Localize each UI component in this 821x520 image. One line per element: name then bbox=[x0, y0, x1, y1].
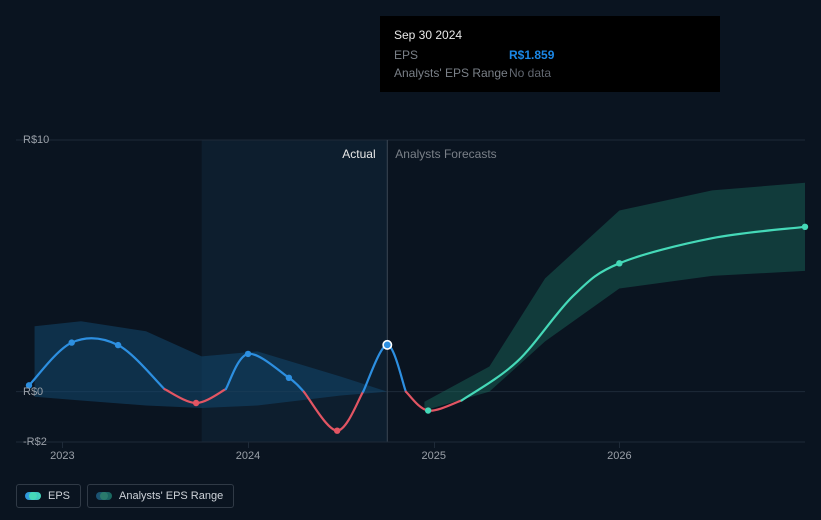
legend-swatch bbox=[96, 492, 112, 500]
y-axis-label: -R$2 bbox=[23, 436, 47, 448]
legend-swatch bbox=[25, 492, 41, 500]
section-label-forecast: Analysts Forecasts bbox=[395, 147, 496, 161]
tooltip-row-value: No data bbox=[509, 64, 551, 82]
chart-tooltip: Sep 30 2024 EPS R$1.859 Analysts' EPS Ra… bbox=[380, 16, 720, 92]
tooltip-row: Analysts' EPS Range No data bbox=[394, 64, 706, 82]
tooltip-row-label: EPS bbox=[394, 46, 509, 64]
section-label-actual: Actual bbox=[342, 147, 375, 161]
chart-legend: EPS Analysts' EPS Range bbox=[16, 484, 234, 508]
tooltip-row-value: R$1.859 bbox=[509, 46, 554, 64]
legend-dot-icon bbox=[100, 492, 108, 500]
legend-item-eps[interactable]: EPS bbox=[16, 484, 81, 508]
legend-label: Analysts' EPS Range bbox=[119, 490, 223, 502]
y-axis-label: R$10 bbox=[23, 134, 49, 146]
legend-label: EPS bbox=[48, 490, 70, 502]
tooltip-row-label: Analysts' EPS Range bbox=[394, 64, 509, 82]
x-axis-label: 2026 bbox=[607, 450, 631, 462]
eps-chart[interactable]: Actual Analysts Forecasts R$10R$0-R$2202… bbox=[16, 120, 805, 460]
tooltip-date: Sep 30 2024 bbox=[394, 26, 706, 44]
chart-svg bbox=[16, 120, 805, 460]
x-axis-label: 2024 bbox=[236, 450, 260, 462]
legend-item-analysts-range[interactable]: Analysts' EPS Range bbox=[87, 484, 234, 508]
tooltip-row: EPS R$1.859 bbox=[394, 46, 706, 64]
x-axis-label: 2023 bbox=[50, 450, 74, 462]
x-axis-label: 2025 bbox=[421, 450, 445, 462]
y-axis-label: R$0 bbox=[23, 386, 43, 398]
legend-dot-icon bbox=[29, 492, 37, 500]
